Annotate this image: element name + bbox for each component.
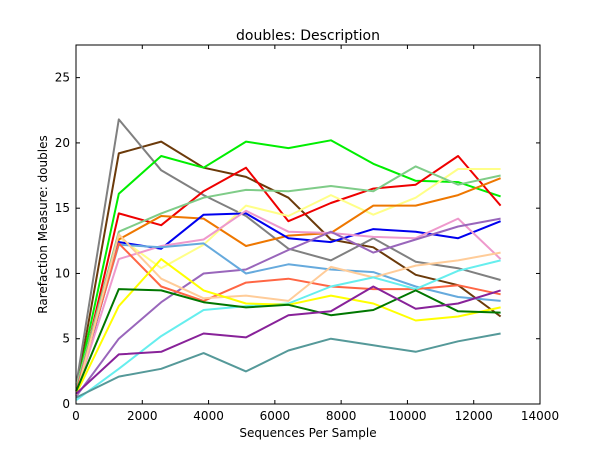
x-tick-label: 2000 [127,409,158,423]
x-tick-label: 0 [72,409,80,423]
y-tick-label: 15 [55,201,70,215]
series-line-7 [75,177,501,392]
y-axis-label: Rarefaction Measure: doubles [36,135,50,313]
series-line-3 [75,139,501,392]
series-layer [75,118,502,401]
series-line-12 [75,242,501,392]
series-line-5 [75,168,501,388]
tick-layer: 0 2000 4000 6000 8000 10000 12000 14000 0 5 10 15 20… [55,45,559,423]
series-line-1 [75,140,502,392]
series-line-13 [75,233,501,396]
x-tick-label: 6000 [260,409,291,423]
y-tick-label: 20 [55,136,70,150]
y-tick-label: 10 [55,266,70,280]
series-line-9 [75,209,502,393]
x-tick-label: 14000 [521,409,559,423]
series-line-18 [75,332,501,399]
plot-frame [75,44,541,405]
chart-title: doubles: Description [236,28,380,44]
x-axis-label: Sequences Per Sample [239,426,376,440]
x-tick-label: 4000 [193,409,224,423]
series-line-10 [75,217,501,397]
series-line-16 [75,288,501,392]
y-tick-label: 25 [55,71,70,85]
series-line-4 [75,155,502,397]
x-tick-label: 12000 [455,409,493,423]
x-tick-label: 8000 [326,409,357,423]
series-line-14 [75,259,501,401]
series-line-11 [75,242,501,390]
x-tick-label: 10000 [388,409,426,423]
y-tick-label: 5 [62,332,70,346]
series-line-17 [75,285,501,395]
y-tick-label: 0 [62,397,70,411]
series-line-6 [75,165,501,389]
